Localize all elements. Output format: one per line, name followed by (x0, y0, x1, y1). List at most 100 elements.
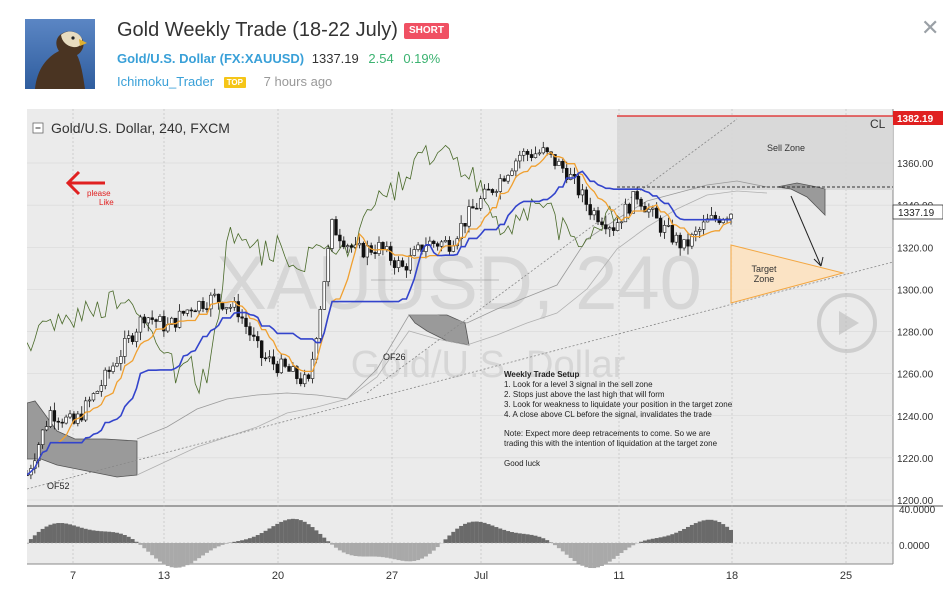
close-icon[interactable]: ✕ (921, 17, 939, 39)
candle-body (338, 235, 341, 241)
candle-body (61, 422, 64, 423)
oscillator-bar (678, 531, 682, 543)
oscillator-bar (354, 543, 358, 556)
candle-body (346, 246, 349, 247)
oscillator-bar (584, 543, 588, 567)
candle-body (475, 208, 478, 209)
oscillator-bar (483, 523, 487, 543)
candle-body (92, 394, 95, 400)
oscillator-bar (72, 525, 76, 543)
oscillator-bar (60, 523, 64, 543)
oscillator-bar (530, 535, 534, 543)
candle-body (683, 240, 686, 248)
oscillator-bar (479, 522, 483, 543)
candle-body (671, 225, 674, 242)
candle-body (601, 222, 604, 225)
oscillator-bar (408, 543, 412, 561)
oscillator-bar (416, 543, 420, 560)
time-tick-label: 7 (70, 570, 76, 582)
candle-body (217, 294, 220, 302)
oscillator-bar (682, 529, 686, 543)
candle-body (530, 154, 533, 157)
author-link[interactable]: Ichimoku_Trader (117, 74, 214, 89)
oscillator-bar (670, 534, 674, 543)
candle-body (514, 161, 517, 171)
candle-body (593, 211, 596, 215)
candle-body (581, 190, 584, 195)
oscillator-bar (592, 543, 596, 568)
candle-body (604, 225, 607, 229)
candle-body (272, 357, 275, 364)
candle-body (178, 311, 181, 327)
chart-svg[interactable]: XAUUSD, 240 Gold/U.S. Dollar Sell Zone C… (27, 109, 943, 597)
author-avatar[interactable] (25, 19, 95, 89)
candle-body (413, 250, 416, 256)
symbol-ticker-link[interactable]: FX:XAUUSD (224, 51, 300, 66)
oscillator-bar (264, 531, 268, 543)
candle-body (495, 192, 498, 193)
candle-body (452, 246, 455, 252)
oscillator-bar (443, 539, 447, 543)
oscillator-bar (373, 543, 377, 557)
oscillator-bar (475, 522, 479, 543)
notes-item-2: 2. Stops just above the last high that w… (504, 390, 665, 399)
candle-body (522, 151, 525, 155)
symbol-line: Gold/U.S. Dollar (FX:XAUUSD) 1337.19 2.5… (117, 51, 440, 66)
target-zone-label-1: Target (751, 264, 777, 274)
oscillator-bar (162, 543, 166, 564)
oscillator-bar (185, 543, 189, 565)
oscillator-bar (709, 520, 713, 543)
oscillator-bar (99, 531, 103, 543)
oscillator-bar (365, 543, 369, 557)
oscillator-bar (52, 524, 56, 543)
candle-body (84, 401, 87, 420)
time-tick-label: 20 (272, 570, 284, 582)
candle-body (362, 243, 365, 257)
symbol-name-link[interactable]: Gold/U.S. Dollar (117, 51, 216, 66)
watermark-symbol: XAUUSD, 240 (216, 241, 702, 326)
oscillator-bar (267, 528, 271, 543)
oscillator-bar (608, 543, 612, 562)
oscillator-bar (80, 528, 84, 543)
candle-body (436, 244, 439, 247)
candle-body (460, 223, 463, 238)
candle-body (252, 335, 255, 336)
please-like-text-2: Like (99, 198, 114, 207)
oscillator-bar (283, 520, 287, 543)
oscillator-bar (217, 543, 221, 546)
oscillator-bar (189, 543, 193, 563)
cl-price-tag: 1382.19 (897, 114, 934, 125)
candle-body (143, 317, 146, 323)
candle-body (139, 317, 142, 332)
oscillator-bar (717, 522, 721, 543)
candle-body (667, 225, 670, 226)
oscillator-bar (103, 531, 107, 543)
candle-body (264, 358, 267, 359)
candle-body (284, 359, 287, 366)
oscillator-bar (369, 543, 373, 557)
candle-body (546, 148, 549, 152)
candle-body (714, 215, 717, 219)
oscillator-bar (627, 543, 631, 548)
collapse-icon[interactable] (33, 123, 43, 133)
candle-body (636, 191, 639, 199)
oscillator-bar (647, 540, 651, 543)
oscillator-bar (154, 543, 158, 559)
oscillator-bar (541, 538, 545, 543)
oscillator-bar (459, 526, 463, 543)
candle-body (417, 245, 420, 250)
candle-body (499, 179, 502, 192)
chart-area[interactable]: XAUUSD, 240 Gold/U.S. Dollar Sell Zone C… (27, 109, 943, 597)
oscillator-bar (702, 520, 706, 543)
oscillator-bar (436, 543, 440, 547)
sell-zone-box (617, 116, 893, 190)
candle-body (256, 336, 259, 340)
candle-body (710, 215, 713, 218)
candle-body (123, 338, 126, 356)
candle-body (663, 225, 666, 232)
notes-item-3: 3. Look for weakness to liquidate your p… (504, 400, 733, 409)
candle-body (202, 301, 205, 308)
oscillator-bar (84, 529, 88, 543)
candle-body (331, 219, 334, 248)
candle-body (558, 161, 561, 165)
